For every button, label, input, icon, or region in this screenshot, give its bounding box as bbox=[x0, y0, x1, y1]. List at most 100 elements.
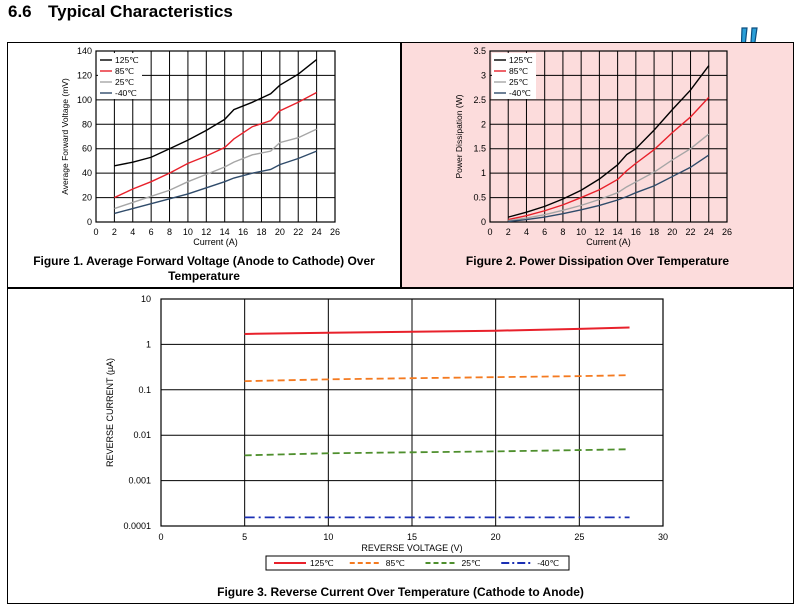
chart3-y-axis-label: REVERSE CURRENT (µA) bbox=[105, 358, 115, 467]
section-number: 6.6 bbox=[8, 2, 32, 21]
figure-1-caption: Figure 1. Average Forward Voltage (Anode… bbox=[33, 254, 375, 283]
chart2-series-line bbox=[508, 133, 710, 222]
chart2-x-tick-label: 4 bbox=[524, 227, 529, 237]
chart2-y-tick-label: 0.5 bbox=[473, 193, 486, 203]
chart1-y-tick-label: 120 bbox=[77, 70, 92, 80]
chart1-plot-frame bbox=[95, 50, 336, 223]
chart2-y-tick-label: 3 bbox=[481, 70, 486, 80]
chart2-x-tick-label: 12 bbox=[594, 227, 604, 237]
chart3-y-tick-label: 0.001 bbox=[128, 476, 151, 486]
chart2-series-line bbox=[508, 65, 710, 218]
figure-2-panel: 0 2 4 6 8 10 12 14 16 18 20 22 24 26 0 0.5 1 1.5 2 2.5 3 3.5 C… bbox=[401, 42, 794, 288]
chart2-series-line bbox=[508, 154, 710, 223]
chart2-y-tick-label: 1 bbox=[481, 168, 486, 178]
chart3-y-tick-label: 1 bbox=[146, 339, 151, 349]
chart1-y-tick-label: 0 bbox=[87, 217, 92, 227]
chart1-y-tick-label: 40 bbox=[82, 168, 92, 178]
chart3-y-tick-label: 0.0001 bbox=[123, 521, 151, 531]
chart2-x-tick-label: 0 bbox=[487, 227, 492, 237]
chart1-series-line bbox=[114, 128, 317, 210]
section-heading: 6.6 Typical Characteristics bbox=[8, 2, 233, 22]
figure-1-panel: 0 2 4 6 8 10 12 14 16 18 20 22 24 26 0 20 40 60 80 100 120 14… bbox=[7, 42, 401, 288]
chart3-series-line bbox=[244, 326, 630, 335]
chart2-x-tick-label: 24 bbox=[704, 227, 714, 237]
chart2-x-tick-label: 8 bbox=[560, 227, 565, 237]
chart3-x-tick-label: 0 bbox=[158, 532, 163, 542]
figure-3-chart: 0 5 10 15 20 25 30 0.0001 0.001 0.01 0.1 1 10 REVERSE… bbox=[105, 294, 668, 571]
chart1-x-tick-label: 6 bbox=[149, 227, 154, 237]
chart1-x-axis-label: Current (A) bbox=[193, 237, 238, 247]
chart1-x-tick-label: 0 bbox=[93, 227, 98, 237]
chart2-y-tick-label: 2.5 bbox=[473, 95, 486, 105]
chart3-series-line bbox=[244, 448, 630, 457]
chart1-y-tick-label: 100 bbox=[77, 95, 92, 105]
chart3-legend-box bbox=[265, 555, 570, 571]
chart2-x-axis-label: Current (A) bbox=[586, 237, 631, 247]
figure-2-chart: 0 2 4 6 8 10 12 14 16 18 20 22 24 2600.511.522.533.5C… bbox=[454, 46, 732, 247]
chart3-plot-frame bbox=[160, 298, 664, 527]
chart1-series-line bbox=[114, 59, 318, 167]
chart1-series-line bbox=[114, 150, 317, 215]
chart1-x-tick-label: 12 bbox=[201, 227, 211, 237]
chart3-x-tick-label: 15 bbox=[407, 532, 417, 542]
chart1-y-tick-label: 80 bbox=[82, 119, 92, 129]
chart2-x-tick-label: 14 bbox=[613, 227, 623, 237]
chart2-legend-label: 85℃ bbox=[509, 66, 528, 76]
chart3-x-tick-label: 5 bbox=[242, 532, 247, 542]
chart2-x-tick-label: 10 bbox=[576, 227, 586, 237]
chart1-x-tick-label: 18 bbox=[256, 227, 266, 237]
chart1-y-tick-label: 60 bbox=[82, 144, 92, 154]
chart1-x-tick-label: 16 bbox=[238, 227, 248, 237]
chart1-x-tick-label: 20 bbox=[275, 227, 285, 237]
figure-1-chart: 0 2 4 6 8 10 12 14 16 18 20 22 24 2602040608010012014… bbox=[60, 46, 340, 247]
chart3-series-line bbox=[244, 374, 630, 383]
chart2-series-line bbox=[508, 96, 710, 221]
chart2-x-tick-label: 6 bbox=[542, 227, 547, 237]
chart2-legend-label: 25℃ bbox=[509, 77, 528, 87]
chart1-y-axis-label: Average Forward Voltage (mV) bbox=[60, 78, 70, 195]
chart2-y-axis-label: Power Dissipation (W) bbox=[454, 94, 464, 178]
chart1-y-tick-label: 140 bbox=[77, 46, 92, 56]
chart2-legend-label: 125℃ bbox=[509, 55, 533, 65]
chart2-plot-frame bbox=[489, 50, 728, 223]
chart1-x-tick-label: 4 bbox=[130, 227, 135, 237]
section-title: Typical Characteristics bbox=[48, 2, 233, 21]
chart3-x-axis-label: REVERSE VOLTAGE (V) bbox=[361, 543, 462, 553]
figure-2-caption: Figure 2. Power Dissipation Over Tempera… bbox=[465, 254, 730, 268]
chart1-y-tick-label: 20 bbox=[82, 193, 92, 203]
chart2-y-tick-label: 3.5 bbox=[473, 46, 486, 56]
chart1-legend-label: 85℃ bbox=[115, 66, 134, 76]
chart2-x-tick-label: 22 bbox=[686, 227, 696, 237]
chart2-x-tick-label: 2 bbox=[506, 227, 511, 237]
chart3-legend-label: 125℃ bbox=[310, 558, 334, 568]
figure-3-caption: Figure 3. Reverse Current Over Temperatu… bbox=[217, 585, 584, 599]
chart1-legend-label: -40℃ bbox=[115, 88, 137, 98]
chart2-x-tick-label: 16 bbox=[631, 227, 641, 237]
chart3-legend-label: -40℃ bbox=[537, 558, 559, 568]
chart1-x-tick-label: 26 bbox=[330, 227, 340, 237]
chart1-x-tick-label: 10 bbox=[183, 227, 193, 237]
chart1-legend-label: 125℃ bbox=[115, 55, 139, 65]
chart2-x-tick-label: 26 bbox=[722, 227, 732, 237]
chart2-legend-label: -40℃ bbox=[509, 88, 531, 98]
chart1-legend-label: 25℃ bbox=[115, 77, 134, 87]
chart3-y-tick-label: 10 bbox=[141, 294, 151, 304]
chart2-x-tick-label: 18 bbox=[649, 227, 659, 237]
figure-3-panel: 0 5 10 15 20 25 30 0.0001 0.001 0.01 0.1 1 10 REVERSE… bbox=[7, 288, 794, 604]
chart1-x-tick-label: 8 bbox=[167, 227, 172, 237]
chart1-series-line bbox=[114, 91, 317, 199]
chart3-legend-label: 85℃ bbox=[386, 558, 405, 568]
chart1-x-tick-label: 22 bbox=[293, 227, 303, 237]
chart3-y-tick-label: 0.01 bbox=[133, 430, 151, 440]
chart3-x-tick-label: 20 bbox=[491, 532, 501, 542]
chart2-y-tick-label: 1.5 bbox=[473, 144, 486, 154]
chart3-x-tick-label: 10 bbox=[323, 532, 333, 542]
chart3-y-tick-label: 0.1 bbox=[138, 385, 151, 395]
chart1-x-tick-label: 24 bbox=[312, 227, 322, 237]
chart1-x-tick-label: 14 bbox=[220, 227, 230, 237]
chart3-x-tick-label: 25 bbox=[574, 532, 584, 542]
chart3-legend-label: 25℃ bbox=[462, 558, 481, 568]
chart3-x-tick-label: 30 bbox=[658, 532, 668, 542]
chart2-x-tick-label: 20 bbox=[667, 227, 677, 237]
chart2-y-tick-label: 2 bbox=[481, 119, 486, 129]
